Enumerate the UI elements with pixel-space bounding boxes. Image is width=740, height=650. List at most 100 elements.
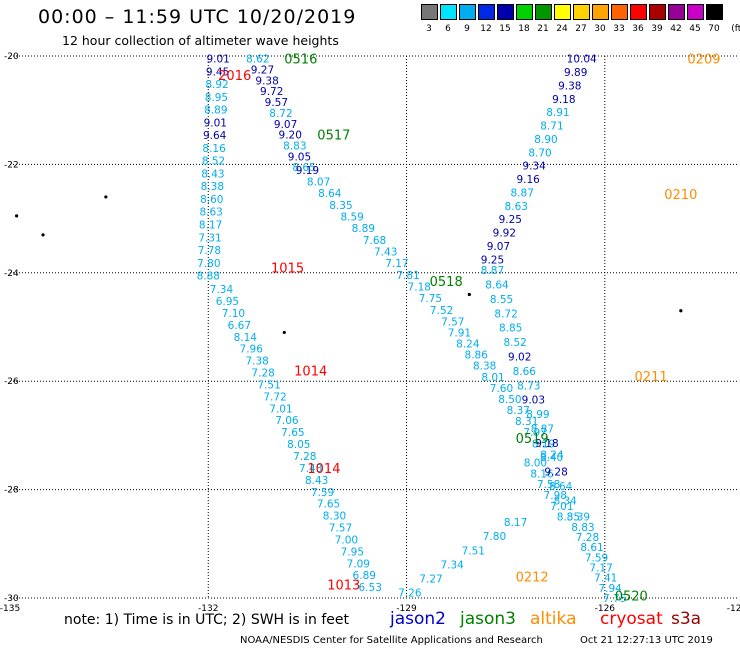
swh-value: 8.31	[515, 416, 538, 428]
swh-value: 7.51	[462, 545, 485, 557]
swh-value: 7.72	[263, 391, 286, 403]
swh-value: 7.01	[269, 403, 292, 415]
pass-time-label: 1015	[271, 261, 304, 276]
island-dot	[282, 330, 286, 335]
swh-value: 7.68	[363, 235, 386, 247]
swh-value: 7.78	[198, 245, 221, 257]
swh-value: 7.57	[441, 317, 464, 329]
legend-swatch-36	[630, 4, 647, 20]
pass-time-label: 0519	[516, 432, 549, 447]
lat-tick-label: -22	[4, 160, 19, 170]
swh-value: 8.60	[200, 194, 223, 206]
legend-altika: altika	[530, 609, 577, 629]
swh-value: 8.59	[340, 212, 363, 224]
swh-value: 8.95	[205, 92, 228, 104]
swh-value: 7.10	[222, 308, 245, 320]
swh-value: 8.37	[507, 405, 530, 417]
swh-value: 7.06	[275, 415, 299, 427]
swh-value: 8.38	[201, 181, 224, 193]
pass-time-label: 1013	[327, 578, 360, 593]
swh-value: 7.75	[419, 293, 442, 305]
pass-time-label: 1014	[307, 462, 340, 477]
legend-swatch-18	[516, 4, 533, 20]
swh-value: 8.99	[526, 409, 549, 421]
swh-value: 8.88	[197, 271, 220, 283]
swh-value: 7.65	[317, 499, 340, 511]
swh-value: 9.28	[544, 467, 567, 479]
swh-value: 8.38	[473, 361, 496, 373]
lat-tick-label: -24	[4, 269, 19, 279]
lon-tick-label: -132	[198, 604, 218, 614]
swh-value: 7.26	[398, 588, 422, 600]
swh-value: 7.27	[419, 573, 442, 585]
swh-value: 9.38	[255, 75, 278, 87]
swh-value: 9.07	[274, 119, 297, 131]
pass-time-label: 1014	[294, 364, 327, 379]
island-dot	[467, 292, 471, 297]
swh-value: 8.71	[540, 121, 563, 133]
swh-value: 8.34	[553, 495, 577, 507]
lat-tick-label: -26	[4, 377, 19, 387]
swh-value: 8.65	[292, 162, 315, 174]
swh-value: 8.35	[557, 512, 580, 524]
swh-value: 8.40	[540, 452, 563, 464]
legend-label-18: 18	[518, 24, 530, 34]
legend-swatch-24	[554, 4, 571, 20]
legend-label-21: 21	[537, 24, 549, 34]
swh-value: 8.07	[307, 176, 330, 188]
swh-value: 9.07	[487, 241, 510, 253]
swh-value: 7.80	[483, 531, 506, 543]
swh-value: 9.01	[204, 117, 227, 129]
swh-value: 7.43	[299, 463, 322, 475]
swh-value: 8.24	[540, 449, 564, 461]
legend-swatch-6	[440, 4, 457, 20]
swh-value: 6.89	[353, 570, 376, 582]
swh-value: 7.17	[589, 563, 612, 575]
lon-tick-label: -135	[0, 604, 20, 614]
pass-time-label: 0518	[430, 275, 463, 290]
swh-value: 7.28	[293, 451, 316, 463]
swh-value: 7.34	[210, 284, 234, 296]
swh-value: 6.53	[359, 582, 382, 594]
swh-value: 10.04	[567, 54, 597, 66]
legend-jason2: jason2	[390, 609, 446, 629]
swh-value: 9.72	[260, 86, 283, 98]
pass-time-label: 2016	[218, 69, 251, 84]
swh-value: 9.18	[552, 94, 575, 106]
lon-tick-label: -126	[595, 604, 616, 614]
swh-value: 8.43	[201, 168, 224, 180]
swh-value: 8.83	[571, 522, 594, 534]
swh-value: 7.98	[544, 490, 567, 502]
swh-value: 8.83	[283, 140, 306, 152]
swh-value: 9.03	[522, 395, 545, 407]
swh-value: 8.43	[305, 475, 328, 487]
generated-timestamp: Oct 21 12:27:13 UTC 2019	[580, 635, 713, 646]
swh-value: 7.52	[430, 305, 453, 317]
legend-swatch-30	[592, 4, 609, 20]
swh-value: 7.41	[594, 573, 617, 585]
legend-swatch-42	[668, 4, 685, 20]
legend-swatch-27	[573, 4, 590, 20]
swh-value: 7.17	[385, 258, 408, 270]
swh-value: 8.64	[549, 481, 573, 493]
swh-value: 8.89	[204, 105, 227, 117]
swh-value: 7.59	[311, 487, 334, 499]
swh-value: 9.25	[499, 214, 522, 226]
swh-value: 9.64	[203, 130, 227, 142]
pass-time-label: 0517	[317, 129, 350, 144]
lon-tick-label: -124	[727, 604, 740, 614]
swh-value: 8.19	[532, 438, 555, 450]
swh-value: 7.75	[603, 593, 626, 605]
legend-label-15: 15	[499, 24, 511, 34]
swh-value: 8.73	[517, 380, 540, 392]
swh-value: 7.60	[490, 383, 513, 395]
swh-value: 7.80	[197, 258, 220, 270]
swh-value: 8.01	[481, 372, 504, 384]
swh-value: 9.19	[296, 165, 319, 177]
chart-title: 00:00 – 11:59 UTC 10/20/2019	[38, 6, 357, 28]
swh-value: 8.87	[481, 265, 504, 277]
swh-value: 8.87	[511, 187, 534, 199]
swh-value: 9.45	[206, 66, 229, 78]
swh-value: 8.50	[498, 394, 521, 406]
